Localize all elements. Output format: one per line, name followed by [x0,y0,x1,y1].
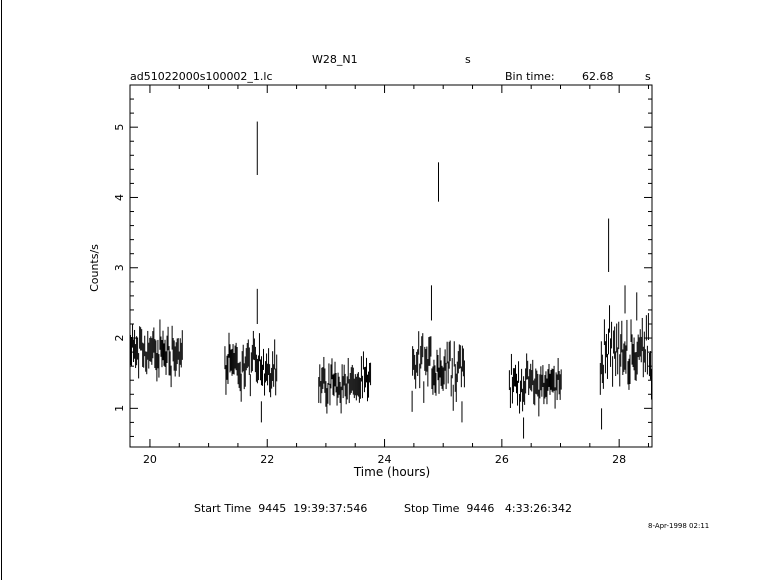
x-tick-label-20: 20 [143,453,157,466]
bin-time-value: 62.68 [582,70,614,83]
x-axis-label: Time (hours) [353,465,430,479]
stop-time: Stop Time 9446 4:33:26:342 [404,502,572,515]
y-tick-label-3: 3 [113,264,126,271]
file-name: ad51022000s100002_1.lc [130,70,273,83]
y-tick-label-1: 1 [113,405,126,412]
axis-ticks [130,85,652,447]
object-suffix: s [465,53,471,66]
start-time: Start Time 9445 19:39:37:546 [194,502,367,515]
left-border [1,0,2,580]
y-tick-label-5: 5 [113,124,126,131]
chart-title: W28_N1 [312,53,358,66]
x-tick-label-28: 28 [612,453,626,466]
y-axis-label: Counts/s [88,244,101,292]
x-tick-label-22: 22 [260,453,274,466]
plot-frame [129,84,653,448]
bin-time-unit: s [645,70,651,83]
y-tick-label-2: 2 [113,335,126,342]
y-tick-label-4: 4 [113,194,126,201]
date-stamp: 8-Apr-1998 02:11 [648,522,709,530]
bin-time-label: Bin time: [505,70,555,83]
data-points [130,121,652,439]
x-tick-label-24: 24 [378,453,392,466]
x-tick-label-26: 26 [495,453,509,466]
